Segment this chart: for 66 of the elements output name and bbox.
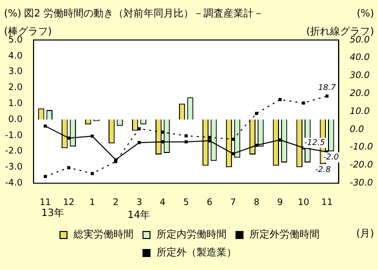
point [44, 124, 47, 128]
x-tick-label: 11 [321, 198, 333, 208]
x-tick-label: 2 [112, 198, 119, 208]
point [161, 140, 164, 144]
x-tick-label: 5 [183, 198, 190, 208]
y-tick-label: -2.0 [5, 146, 23, 157]
data-label: -2.8 [315, 165, 331, 174]
x-tick-label: 8 [254, 198, 260, 208]
y2-tick-label: 20.0 [350, 89, 370, 100]
point [184, 134, 188, 138]
y-tick-label: 2.0 [8, 83, 23, 94]
y-tick-label: 1.0 [8, 98, 23, 109]
y-tick-label: 0.0 [8, 114, 23, 125]
y2-tick-label: -10.0 [350, 142, 374, 153]
legend-label: 所定内労働時間 [156, 228, 226, 241]
x-tick-label: 7 [230, 198, 236, 208]
y2-tick-label: 10.0 [350, 106, 370, 117]
x-tick-label: 12 [63, 198, 74, 208]
text: (月) [356, 228, 374, 240]
point [208, 136, 212, 139]
point [208, 139, 212, 142]
point [184, 140, 188, 144]
data-label: -12.5 [304, 138, 325, 147]
x-tick-label: 11 [40, 198, 52, 208]
y2-tick-label: 0.0 [350, 124, 364, 135]
text: (%) [356, 8, 374, 20]
y-tick-label: 3.0 [8, 67, 23, 78]
y-tick-label: -4.0 [5, 178, 23, 189]
y-tick-label: -1.0 [5, 130, 23, 141]
x-tick-label: 6 [206, 198, 213, 208]
legend-label: 総実労働時間 [72, 228, 134, 241]
legend-label: 所定外（製造業） [156, 246, 236, 259]
point [325, 94, 329, 98]
y2-tick-label: -30.0 [350, 178, 374, 189]
chart-title: 図2 労働時間の動き（対前年同月比）－調査産業計－ [24, 8, 264, 20]
x-tick-label: 1 [89, 198, 96, 208]
y-tick-label: 4.0 [8, 51, 23, 62]
y-tick-label: -3.0 [5, 162, 23, 173]
legend-label: 所定外労働時間 [250, 228, 320, 241]
x-tick-label: 10 [298, 198, 310, 208]
y2-tick-label: 50.0 [350, 35, 370, 46]
data-label: 18.7 [318, 83, 337, 92]
point [278, 98, 282, 102]
y2-tick-label: 30.0 [350, 71, 370, 82]
point [138, 127, 141, 130]
point [67, 136, 70, 140]
data-label: -2.0 [323, 152, 339, 162]
x-tick-label: 4 [160, 198, 166, 208]
y-tick-label: 5.0 [8, 35, 23, 46]
text: 14年 [127, 208, 150, 221]
text: (%) [4, 8, 22, 20]
point [232, 152, 235, 156]
x-tick-label: 9 [277, 198, 284, 208]
y2-tick-label: 40.0 [350, 53, 370, 64]
text: 13年 [41, 206, 64, 219]
point [232, 138, 235, 141]
x-tick-label: 3 [136, 198, 142, 208]
point [67, 166, 70, 170]
point [254, 112, 258, 115]
point [302, 101, 306, 105]
point [90, 134, 94, 138]
point [90, 172, 94, 176]
point [138, 141, 141, 144]
y2-tick-label: -20.0 [350, 160, 374, 171]
point [161, 130, 164, 134]
point [44, 174, 47, 178]
